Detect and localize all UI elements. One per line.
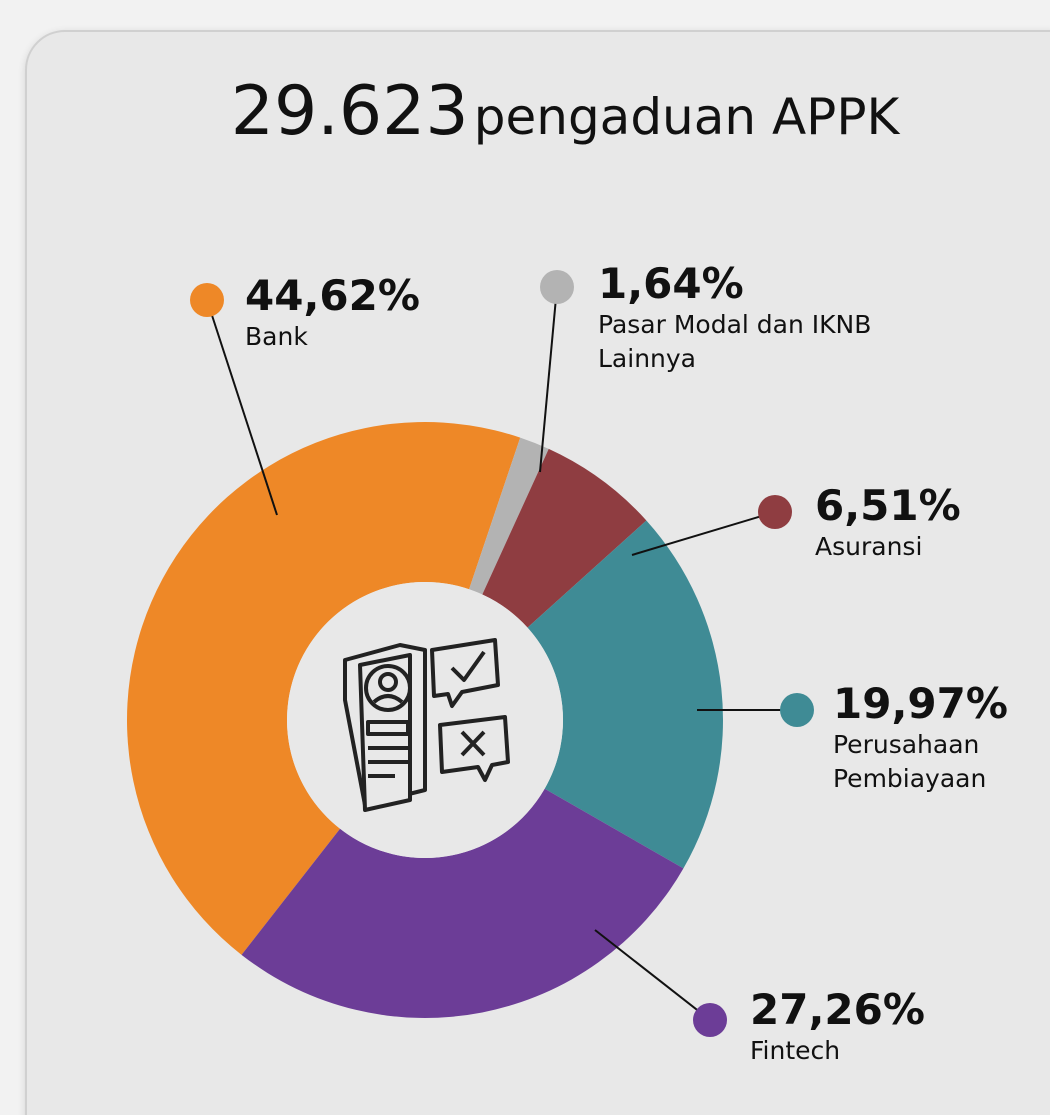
category-label: Perusahaan Pembiayaan [833,730,987,793]
label: 19,97% Perusahaan Pembiayaan [833,680,1043,796]
label: 6,51% Asuransi [815,482,961,564]
legend-dot [540,270,574,304]
legend-dot [693,1003,727,1037]
label: 44,62% Bank [245,272,420,354]
leader-line [631,511,776,556]
leader-line [206,299,278,516]
value-label: 1,64% [598,259,744,308]
title: 29.623 pengaduan APPK [0,72,1050,151]
label: 27,26% Fintech [750,986,925,1068]
slice [482,448,647,628]
legend-dot [780,693,814,727]
category-label: Fintech [750,1036,841,1065]
label: 1,64% Pasar Modal dan IKNB Lainnya [598,260,898,376]
value-label: 19,97% [833,679,1008,728]
value-label: 44,62% [245,271,420,320]
value-label: 27,26% [750,985,925,1034]
category-label: Asuransi [815,532,923,561]
legend-dot [190,283,224,317]
center-icon [343,638,510,812]
value-label: 6,51% [815,481,961,530]
slice [469,437,549,595]
subtitle: pengaduan APPK [473,88,900,146]
leader-line [594,929,711,1021]
leader-line [539,286,558,473]
slice [527,520,724,869]
category-label: Bank [245,322,308,351]
slice [241,788,684,1019]
category-label: Pasar Modal dan IKNB Lainnya [598,310,872,373]
legend-dot [758,495,792,529]
slice [126,421,521,955]
total: 29.623 [230,72,469,151]
